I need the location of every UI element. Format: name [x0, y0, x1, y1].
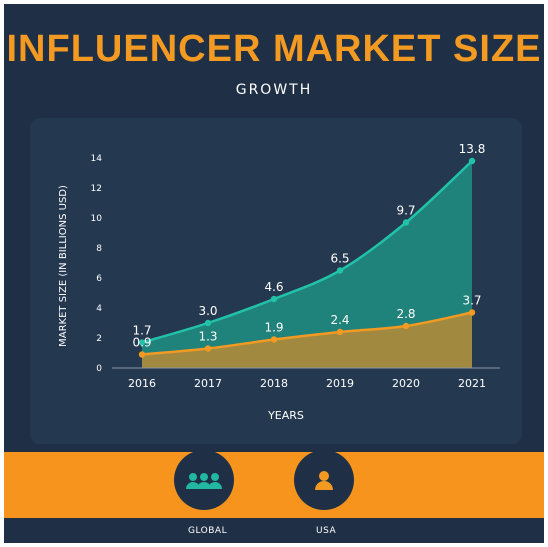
y-tick-label: 2: [96, 334, 102, 344]
global-area: [142, 161, 472, 368]
legend-band: [4, 452, 544, 518]
legend-label-usa: USA: [316, 526, 337, 536]
group-icon: [186, 473, 222, 489]
usa-point: [138, 351, 146, 358]
usa-data-label: 2.8: [396, 307, 415, 321]
usa-point: [204, 345, 212, 352]
global-point: [402, 219, 410, 226]
area-chart: 0 2 4 6 8 10 12 14 2016 2017 2018 2019 2020 2021 1.7…: [58, 142, 500, 422]
global-legend-badge: [174, 450, 234, 510]
usa-data-label: 0.9: [132, 336, 151, 350]
usa-point: [270, 336, 278, 343]
y-tick-label: 4: [96, 304, 102, 314]
global-line: [141, 160, 473, 344]
global-point: [468, 157, 476, 165]
x-tick-label: 2019: [326, 377, 354, 390]
usa-data-label: 1.3: [198, 330, 217, 344]
usa-data-label: 3.7: [462, 294, 481, 308]
usa-point: [468, 309, 476, 316]
x-tick-label: 2018: [260, 377, 288, 390]
global-point: [270, 295, 278, 303]
y-tick-label: 12: [91, 184, 102, 194]
usa-line: [141, 311, 473, 356]
global-data-label: 3.0: [198, 304, 217, 318]
usa-point: [336, 328, 344, 336]
page-subtitle: GROWTH: [235, 82, 313, 98]
y-tick-label: 10: [91, 214, 103, 224]
global-data-label: 13.8: [459, 142, 486, 156]
y-tick-label: 8: [96, 244, 102, 254]
global-data-label: 4.6: [264, 280, 283, 294]
x-tick-label: 2016: [128, 377, 156, 390]
usa-point: [402, 322, 410, 330]
global-data-label: 9.7: [396, 204, 415, 218]
global-point: [336, 267, 344, 274]
global-data-label: 6.5: [330, 252, 349, 266]
y-tick-label: 0: [96, 364, 102, 374]
person-icon: [315, 471, 333, 490]
global-point: [204, 319, 212, 327]
y-tick-label: 14: [91, 154, 103, 164]
usa-data-label: 2.4: [330, 313, 349, 327]
infographic-frame: INFLUENCER MARKET SIZE GROWTH 0 2 4 6 8 10 12 1…: [4, 4, 544, 543]
y-axis-label: MARKET SIZE (IN BILLIONS USD): [58, 185, 69, 347]
page-title: INFLUENCER MARKET SIZE: [6, 28, 542, 70]
global-data-label: 1.7: [132, 324, 151, 338]
x-tick-label: 2020: [392, 377, 420, 390]
global-point: [138, 339, 146, 346]
x-axis-label: YEARS: [267, 409, 304, 422]
x-tick-label: 2017: [194, 377, 222, 390]
usa-data-label: 1.9: [264, 321, 283, 335]
x-tick-label: 2021: [458, 377, 486, 390]
usa-legend-badge: [294, 450, 354, 510]
y-tick-label: 6: [96, 274, 102, 284]
usa-area: [142, 312, 472, 368]
legend-label-global: GLOBAL: [188, 526, 228, 536]
